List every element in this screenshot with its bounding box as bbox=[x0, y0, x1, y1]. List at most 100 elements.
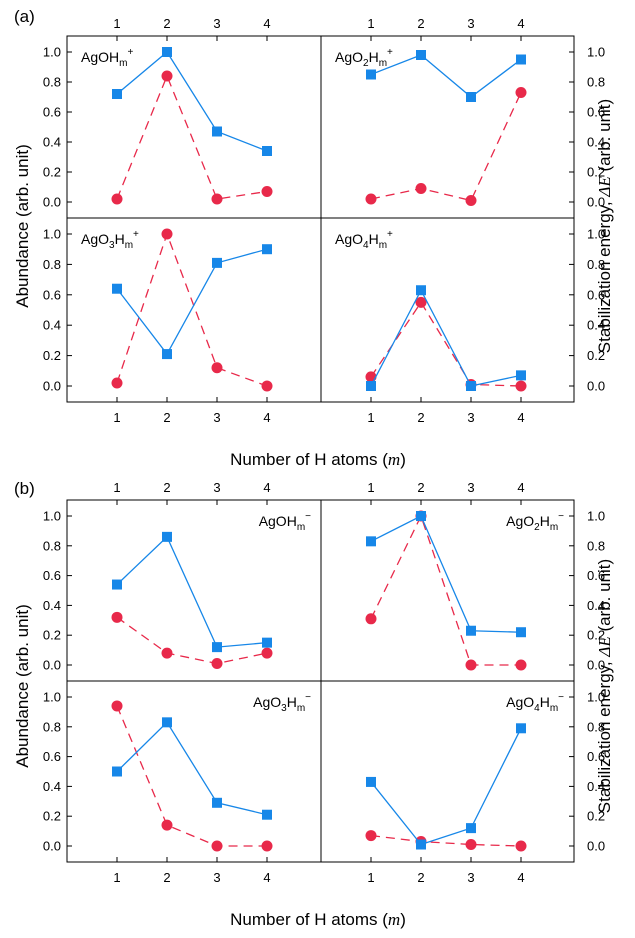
species-label-part: + bbox=[127, 47, 133, 58]
abundance-point bbox=[111, 193, 123, 205]
stabilization-point bbox=[262, 146, 272, 156]
species-label-part: H bbox=[369, 49, 379, 65]
abundance-point bbox=[261, 380, 273, 392]
y-tick-label-right: 0.2 bbox=[587, 348, 605, 363]
species-label-part: AgO bbox=[81, 231, 109, 247]
stabilization-point bbox=[516, 54, 526, 65]
y-tick-label-right: 1.0 bbox=[587, 227, 605, 242]
species-label-part: AgO bbox=[253, 694, 281, 710]
stabilization-point bbox=[366, 776, 376, 787]
species-label-part: + bbox=[387, 229, 393, 240]
species-label-part: m bbox=[550, 703, 558, 714]
y-tick-label-right: 0.6 bbox=[587, 749, 605, 764]
x-tick-label-top: 1 bbox=[367, 480, 374, 495]
stabilization-point bbox=[162, 349, 172, 360]
x-tick-label-top: 3 bbox=[467, 16, 474, 31]
y-tick-label-right: 0.8 bbox=[587, 257, 605, 272]
abundance-point bbox=[465, 195, 477, 206]
abundance-point bbox=[465, 839, 477, 851]
species-label: AgO3Hm+ bbox=[81, 229, 139, 251]
panel-b-grid bbox=[66, 499, 575, 863]
stabilization-point bbox=[212, 257, 222, 268]
y-tick-label-right: 1.0 bbox=[587, 690, 605, 705]
y-tick-label-left: 0.6 bbox=[43, 568, 61, 583]
abundance-point bbox=[365, 613, 377, 625]
species-label-part: − bbox=[305, 692, 311, 703]
x-tick-label-top: 1 bbox=[113, 16, 120, 31]
abundance-point bbox=[515, 659, 527, 671]
y-tick-label-left: 0.4 bbox=[43, 598, 61, 613]
abundance-point bbox=[261, 186, 273, 197]
stabilization-point bbox=[416, 285, 426, 296]
species-label-part: − bbox=[558, 511, 564, 522]
abundance-line bbox=[116, 705, 267, 847]
x-tick-label-top: 4 bbox=[263, 480, 270, 495]
y-tick-label-right: 1.0 bbox=[587, 45, 605, 60]
stabilization-point bbox=[162, 47, 172, 57]
species-label: AgO4Hm+ bbox=[335, 229, 393, 251]
species-label-part: 4 bbox=[363, 240, 369, 251]
species-label-part: 3 bbox=[109, 240, 115, 251]
panel-b-letter: (b) bbox=[14, 479, 35, 498]
y-tick-label-left: 0.6 bbox=[43, 749, 61, 764]
y-tick-label-left: 0.2 bbox=[43, 165, 61, 180]
abundance-point bbox=[365, 193, 377, 205]
y-tick-label-left: 0.2 bbox=[43, 628, 61, 643]
panel-a-letter: (a) bbox=[14, 7, 35, 26]
species-label-part: m bbox=[125, 240, 133, 251]
x-tick-label-bottom: 4 bbox=[263, 410, 270, 425]
x-tick-label-bottom: 2 bbox=[163, 410, 170, 425]
stabilization-point bbox=[262, 244, 272, 255]
y-tick-label-left: 0.8 bbox=[43, 257, 61, 272]
abundance-point bbox=[111, 700, 123, 712]
abundance-line bbox=[370, 92, 522, 202]
stabilization-point bbox=[262, 809, 272, 820]
abundance-line bbox=[370, 834, 522, 847]
abundance-point bbox=[161, 819, 173, 831]
x-tick-label-bottom: 2 bbox=[417, 410, 424, 425]
species-label-part: 2 bbox=[363, 58, 369, 69]
y-tick-label-right: 0.4 bbox=[587, 135, 605, 150]
y-tick-label-right: 0.4 bbox=[587, 779, 605, 794]
subplot-b-1: 0.0 0.2 0.4 0.6 0.8 1.0 1 2 3 4 AgOHm− bbox=[43, 480, 311, 673]
species-label-part: 2 bbox=[534, 522, 540, 533]
stabilization-line bbox=[370, 288, 522, 387]
panel-a-grid bbox=[66, 35, 575, 403]
abundance-point bbox=[161, 228, 173, 240]
y-tick-label-left: 1.0 bbox=[43, 690, 61, 705]
species-label-part: H bbox=[540, 513, 550, 529]
x-tick-label-top: 1 bbox=[113, 480, 120, 495]
x-axis-label-b: Number of H atoms (m) bbox=[230, 910, 406, 929]
y-tick-label-left: 0.0 bbox=[43, 379, 61, 394]
y-tick-label-left: 0.4 bbox=[43, 318, 61, 333]
x-tick-label-bottom: 1 bbox=[367, 870, 374, 885]
y-tick-label-right: 0.6 bbox=[587, 287, 605, 302]
x-tick-label-bottom: 1 bbox=[367, 410, 374, 425]
x-tick-label-top: 2 bbox=[163, 16, 170, 31]
stabilization-line bbox=[116, 721, 268, 816]
stabilization-point bbox=[112, 579, 122, 590]
y-tick-label-left: 0.2 bbox=[43, 348, 61, 363]
stabilization-point bbox=[516, 370, 526, 381]
stabilization-line bbox=[116, 535, 268, 648]
abundance-point bbox=[211, 658, 223, 670]
y-axis-right-label-a: Stabilization energy, ΔE (arb. unit) bbox=[595, 99, 614, 353]
abundance-point bbox=[211, 193, 223, 205]
y-tick-label-right: 0.0 bbox=[587, 379, 605, 394]
species-label-part: H bbox=[540, 694, 550, 710]
abundance-point bbox=[111, 377, 123, 389]
stabilization-point bbox=[466, 92, 476, 102]
y-tick-label-right: 0.2 bbox=[587, 809, 605, 824]
x-tick-label-bottom: 4 bbox=[517, 410, 524, 425]
stabilization-line bbox=[116, 51, 268, 152]
y-tick-label-left: 1.0 bbox=[43, 45, 61, 60]
species-label-part: AgOH bbox=[259, 513, 297, 529]
x-tick-label-bottom: 2 bbox=[417, 870, 424, 885]
stabilization-point bbox=[466, 823, 476, 834]
species-label-part: H bbox=[115, 231, 125, 247]
species-label-part: H bbox=[369, 231, 379, 247]
abundance-point bbox=[465, 659, 477, 671]
abundance-point bbox=[515, 87, 527, 98]
